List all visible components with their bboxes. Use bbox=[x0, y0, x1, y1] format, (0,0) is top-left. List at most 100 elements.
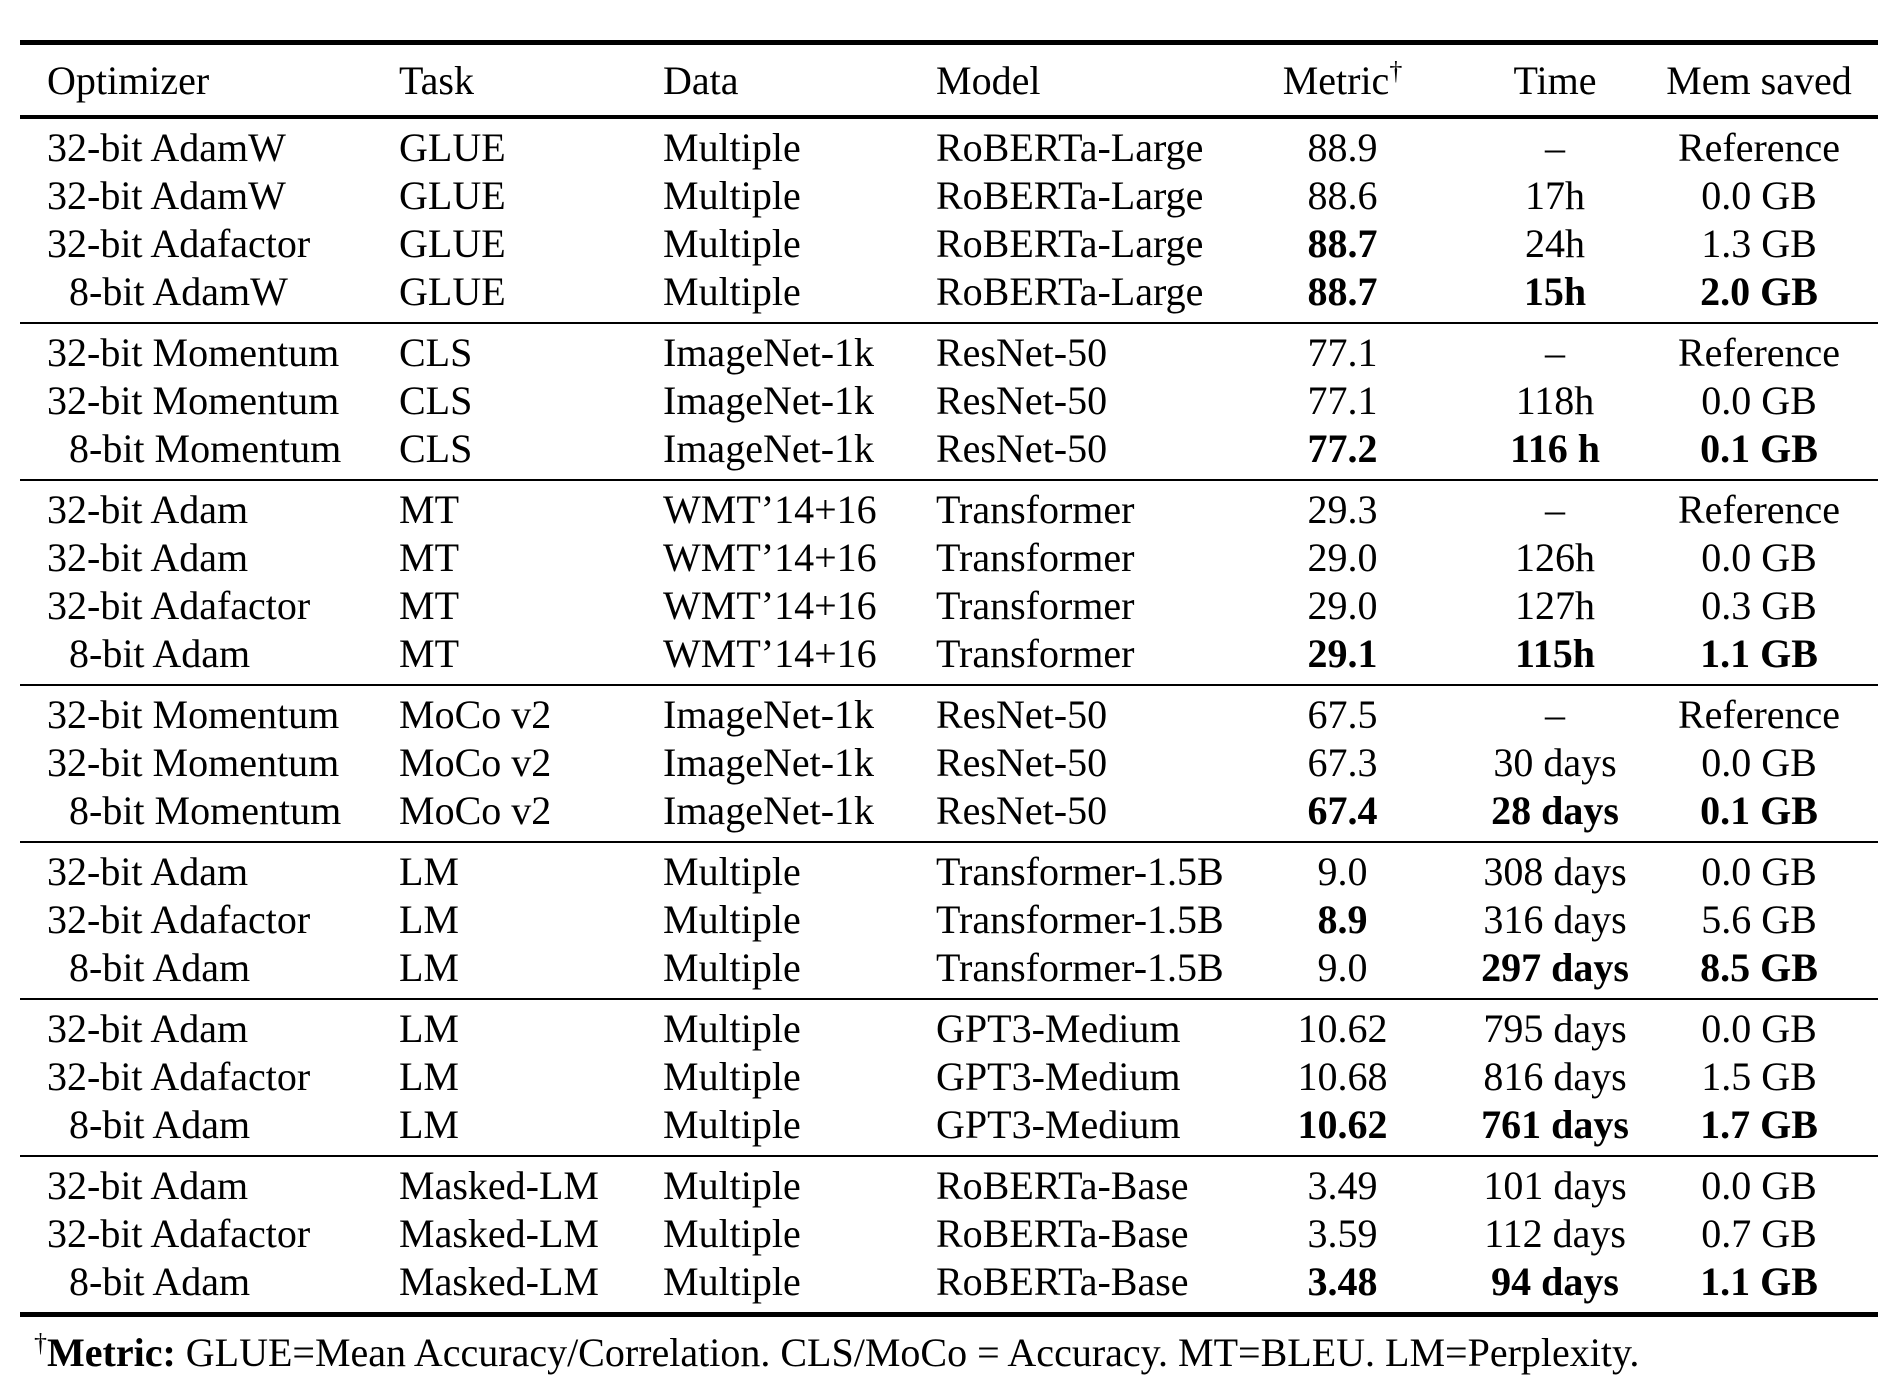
table-cell-data: ImageNet-1k bbox=[663, 788, 875, 833]
table-cell-data: Multiple bbox=[663, 1102, 801, 1147]
table-cell-optimizer: 32-bit Adafactor bbox=[47, 1054, 311, 1099]
table-cell-data: Multiple bbox=[663, 849, 801, 894]
table-cell-optimizer: 32-bit Adam bbox=[47, 535, 249, 580]
table-cell-task: GLUE bbox=[399, 269, 506, 314]
table-cell-mem: 5.6 GB bbox=[1701, 897, 1817, 942]
table-cell-optimizer: 32-bit Adafactor bbox=[47, 897, 311, 942]
table-row: 32-bit Adam LM Multiple GPT3-Medium 10.62 795… bbox=[20, 999, 1878, 1053]
table-cell-mem: Reference bbox=[1677, 692, 1841, 737]
table-cell-data: Multiple bbox=[663, 945, 801, 990]
table-cell-time: 118h bbox=[1515, 378, 1595, 423]
table-cell-time: 15h bbox=[1523, 269, 1587, 314]
table-cell-optimizer: 8-bit AdamW bbox=[69, 269, 288, 314]
table-cell-task: Masked-LM bbox=[399, 1163, 599, 1208]
table-cell-mem: 0.0 GB bbox=[1701, 740, 1817, 785]
table-cell-metric: 29.1 bbox=[1307, 631, 1378, 676]
table-group-6: 32-bit Adam LM Multiple GPT3-Medium 10.62 795… bbox=[20, 999, 1878, 1156]
table-cell-model: Transformer bbox=[936, 535, 1135, 580]
table-cell-optimizer: 32-bit Momentum bbox=[47, 330, 340, 375]
table-cell-time: 795 days bbox=[1483, 1006, 1627, 1051]
table-cell-task: LM bbox=[399, 1102, 459, 1147]
table-cell-time: 297 days bbox=[1481, 945, 1629, 990]
table-cell-task: MoCo v2 bbox=[399, 788, 552, 833]
table-cell-time: 816 days bbox=[1483, 1054, 1627, 1099]
table-cell-mem: 0.0 GB bbox=[1701, 173, 1817, 218]
table-cell-metric: 77.1 bbox=[1307, 330, 1378, 375]
table-cell-metric: 29.0 bbox=[1307, 583, 1378, 628]
table-cell-data: Multiple bbox=[663, 1006, 801, 1051]
table-cell-data: WMT’14+16 bbox=[663, 535, 877, 580]
table-cell-time: 30 days bbox=[1493, 740, 1617, 785]
table-row: 32-bit Adafactor LM Multiple GPT3-Medium 10.… bbox=[20, 1053, 1878, 1101]
table-cell-data: ImageNet-1k bbox=[663, 740, 875, 785]
table-cell-time: 761 days bbox=[1481, 1102, 1629, 1147]
dagger-icon: † bbox=[1389, 56, 1403, 86]
table-cell-data: Multiple bbox=[663, 173, 801, 218]
table-cell-model: RoBERTa-Large bbox=[936, 125, 1204, 170]
table-cell-model: Transformer-1.5B bbox=[936, 945, 1224, 990]
table-cell-model: ResNet-50 bbox=[936, 426, 1108, 471]
table-cell-metric: 77.2 bbox=[1307, 426, 1378, 471]
footnote-text: GLUE=Mean Accuracy/Correlation. CLS/MoCo… bbox=[175, 1330, 1640, 1375]
table-cell-task: Masked-LM bbox=[399, 1211, 599, 1256]
table-cell-metric: 10.68 bbox=[1297, 1054, 1388, 1099]
table-cell-optimizer: 32-bit AdamW bbox=[47, 173, 286, 218]
table-cell-task: MoCo v2 bbox=[399, 692, 552, 737]
table-row: 8-bit AdamW GLUE Multiple RoBERTa-Large 88.7… bbox=[20, 268, 1878, 323]
table-cell-metric: 9.0 bbox=[1317, 945, 1368, 990]
table-cell-mem: Reference bbox=[1677, 487, 1841, 532]
table-cell-mem: 1.7 GB bbox=[1700, 1102, 1818, 1147]
table-cell-time: – bbox=[1545, 330, 1565, 375]
table-cell-optimizer: 8-bit Adam bbox=[69, 1259, 251, 1304]
table-cell-optimizer: 32-bit Adam bbox=[47, 487, 249, 532]
table-group-1: 32-bit AdamW GLUE Multiple RoBERTa-Large 88.… bbox=[20, 117, 1878, 323]
table-cell-time: 24h bbox=[1525, 221, 1585, 266]
table-cell-metric: 88.7 bbox=[1307, 269, 1378, 314]
table-cell-optimizer: 32-bit Momentum bbox=[47, 692, 340, 737]
table-row: 8-bit Momentum MoCo v2 ImageNet-1k ResNet-5… bbox=[20, 787, 1878, 842]
table-cell-mem: 0.7 GB bbox=[1701, 1211, 1817, 1256]
table-cell-time: 28 days bbox=[1491, 788, 1619, 833]
table-cell-model: GPT3-Medium bbox=[936, 1102, 1181, 1147]
table-row: 32-bit AdamW GLUE Multiple RoBERTa-Large 88.… bbox=[20, 117, 1878, 172]
table-cell-mem: Reference bbox=[1677, 125, 1841, 170]
table-cell-data: Multiple bbox=[663, 1054, 801, 1099]
header-row: Optimizer Task Data Model Metric† Time Mem sav… bbox=[20, 43, 1878, 118]
column-header-model: Model bbox=[936, 57, 1041, 103]
table-cell-metric: 10.62 bbox=[1297, 1102, 1388, 1147]
table-group-7: 32-bit Adam Masked-LM Multiple RoBERTa-Base… bbox=[20, 1156, 1878, 1315]
table-cell-optimizer: 32-bit AdamW bbox=[47, 125, 286, 170]
table-cell-metric: 88.7 bbox=[1307, 221, 1378, 266]
table-cell-data: Multiple bbox=[663, 1259, 801, 1304]
table-cell-model: Transformer-1.5B bbox=[936, 897, 1224, 942]
table-cell-model: Transformer bbox=[936, 583, 1135, 628]
table-row: 8-bit Adam MT WMT’14+16 Transformer 29.1 115h… bbox=[20, 630, 1878, 685]
table-cell-time: 126h bbox=[1515, 535, 1595, 580]
table-cell-metric: 88.6 bbox=[1307, 173, 1378, 218]
table-cell-optimizer: 32-bit Adam bbox=[47, 1006, 249, 1051]
table-cell-task: Masked-LM bbox=[399, 1259, 599, 1304]
table-cell-metric: 77.1 bbox=[1307, 378, 1378, 423]
table-cell-optimizer: 8-bit Momentum bbox=[69, 426, 342, 471]
table-row: 32-bit Adam Masked-LM Multiple RoBERTa-Base… bbox=[20, 1156, 1878, 1210]
table-cell-metric: 67.4 bbox=[1307, 788, 1378, 833]
table-cell-metric: 88.9 bbox=[1307, 125, 1378, 170]
table-cell-data: Multiple bbox=[663, 125, 801, 170]
column-header-data: Data bbox=[663, 57, 739, 103]
table-cell-task: CLS bbox=[399, 426, 473, 471]
table-cell-mem: 1.3 GB bbox=[1701, 221, 1817, 266]
table-cell-metric: 67.5 bbox=[1307, 692, 1378, 737]
table-cell-mem: 8.5 GB bbox=[1700, 945, 1818, 990]
column-header-task: Task bbox=[399, 57, 474, 103]
table-cell-data: WMT’14+16 bbox=[663, 583, 877, 628]
table-cell-model: RoBERTa-Large bbox=[936, 269, 1204, 314]
table-cell-model: ResNet-50 bbox=[936, 692, 1108, 737]
table-cell-mem: 0.0 GB bbox=[1701, 535, 1817, 580]
table-cell-data: Multiple bbox=[663, 221, 801, 266]
column-header-time: Time bbox=[1513, 57, 1597, 103]
table-group-2: 32-bit Momentum CLS ImageNet-1k ResNet-50 77… bbox=[20, 323, 1878, 480]
table-row: 32-bit Adafactor GLUE Multiple RoBERTa-Larg… bbox=[20, 220, 1878, 268]
table-cell-metric: 8.9 bbox=[1317, 897, 1368, 942]
table-cell-model: ResNet-50 bbox=[936, 378, 1108, 423]
table-cell-optimizer: 32-bit Adam bbox=[47, 1163, 249, 1208]
